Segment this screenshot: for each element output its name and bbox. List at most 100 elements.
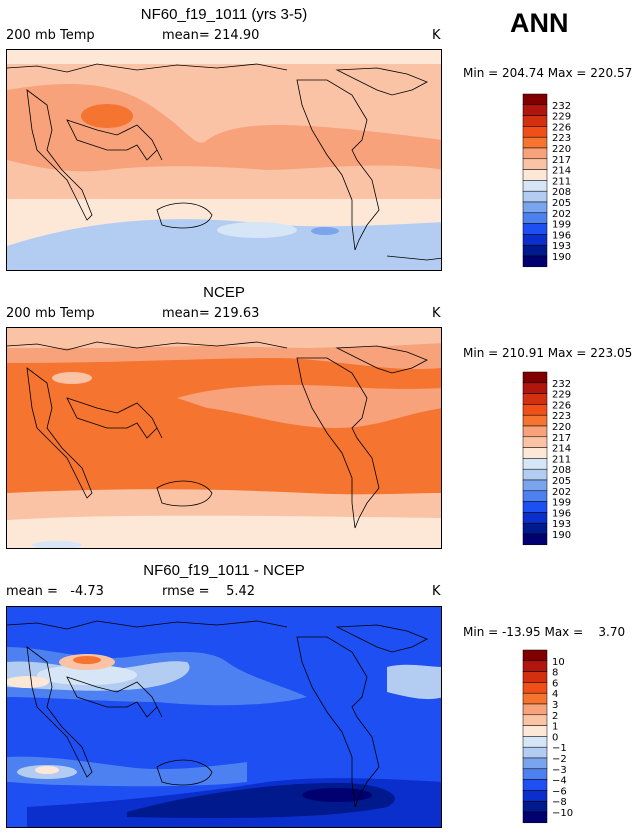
panel2-units: K — [432, 306, 441, 321]
colorbar-box — [522, 725, 548, 737]
colorbar-box — [522, 458, 548, 470]
colorbar-tick-label: 217 — [552, 433, 571, 444]
colorbar-tick-label: 232 — [552, 379, 571, 390]
map2-pale-patch — [52, 372, 92, 384]
colorbar-tick-label: 208 — [552, 465, 571, 476]
panel2-title: NCEP — [203, 284, 245, 301]
colorbar-tick-label: 0 — [552, 732, 558, 743]
colorbar-tick-label: 220 — [552, 422, 571, 433]
colorbar-tick-label: 232 — [552, 101, 571, 112]
colorbar-tick-label: 211 — [552, 454, 571, 465]
colorbar-box — [522, 404, 548, 416]
colorbar-box — [522, 234, 548, 246]
map3-hot-spot — [73, 656, 101, 664]
colorbar-box — [522, 768, 548, 780]
colorbar-box — [522, 93, 548, 106]
colorbar-tick-label: −2 — [552, 754, 567, 765]
map2-band-arctic — [7, 328, 441, 348]
colorbar-tick-label: 205 — [552, 198, 571, 209]
colorbar-tick-label: 10 — [552, 657, 565, 668]
map3-south-warm — [35, 766, 59, 774]
panel2-mean: mean= 219.63 — [162, 306, 260, 321]
colorbar-box — [522, 447, 548, 459]
colorbar-box — [522, 501, 548, 513]
map2-cool-spot — [32, 541, 82, 548]
colorbar-tick-label: 3 — [552, 700, 558, 711]
colorbar-box — [522, 436, 548, 448]
colorbar-tick-label: 199 — [552, 220, 571, 231]
panel1-mean: mean= 214.90 — [162, 28, 260, 43]
map3-band-s — [7, 756, 247, 787]
colorbar-tick-label: 4 — [552, 689, 558, 700]
colorbar-box — [522, 649, 548, 662]
colorbar-box — [522, 811, 548, 824]
colorbar-tick-label: 202 — [552, 487, 571, 498]
colorbar-tick-label: −8 — [552, 797, 567, 808]
panel2-minmax: Min = 210.91 Max = 223.05 — [463, 346, 633, 360]
colorbar-box — [522, 425, 548, 438]
panel1-colorbar: 232 229 226 223 220 217 214 211 208 205 202 199 196 1… — [522, 93, 593, 270]
panel1-title: NF60_f19_1011 (yrs 3-5) — [140, 6, 308, 23]
colorbar-tick-label: 205 — [552, 476, 571, 487]
colorbar-tick-label: 217 — [552, 155, 571, 166]
colorbar-box — [522, 414, 548, 427]
colorbar-box — [522, 479, 548, 492]
colorbar-tick-label: 1 — [552, 722, 558, 733]
colorbar-box — [522, 703, 548, 716]
colorbar-box — [522, 201, 548, 214]
colorbar-box — [522, 790, 548, 802]
colorbar-box — [522, 533, 548, 546]
map2-band-pacific — [177, 385, 441, 428]
colorbar-tick-label: −6 — [552, 786, 567, 797]
colorbar-box — [522, 382, 548, 394]
colorbar-tick-label: 208 — [552, 187, 571, 198]
colorbar-box — [522, 393, 548, 405]
map3-band-n3 — [37, 665, 137, 685]
colorbar-tick-label: 223 — [552, 411, 571, 422]
colorbar-box — [522, 147, 548, 160]
season-label: ANN — [510, 8, 569, 38]
map3-west-patch — [7, 676, 49, 688]
colorbar-box — [522, 682, 548, 694]
colorbar-box — [522, 136, 548, 149]
panel3-colorbar: 10 8 6 4 3 2 1 0 −1 −2 −3 −4 −6 −8 −10 — [522, 649, 593, 826]
colorbar-tick-label: 202 — [552, 209, 571, 220]
colorbar-tick-label: 196 — [552, 508, 571, 519]
map1-cold-spot — [311, 227, 339, 235]
panel3-minmax: Min = -13.95 Max = 3.70 — [463, 625, 626, 639]
panel2-colorbar: 232 229 226 223 220 217 214 211 208 205 202 199 196 1… — [522, 371, 593, 548]
map1-band-cooler — [7, 240, 441, 270]
colorbar-tick-label: 223 — [552, 133, 571, 144]
colorbar-box — [522, 126, 548, 138]
panel1-colorbar-svg: 2322292262232202172142112082052021991961… — [522, 93, 571, 268]
panel1-left-label: 200 mb Temp — [6, 28, 95, 43]
colorbar-box — [522, 714, 548, 726]
panel3-units: K — [432, 584, 441, 599]
panel2-left-label: 200 mb Temp — [6, 306, 95, 321]
colorbar-tick-label: 193 — [552, 519, 571, 530]
panel2-map — [6, 327, 442, 549]
map3-east-patch — [387, 664, 441, 700]
colorbar-box — [522, 512, 548, 524]
colorbar-box — [522, 468, 548, 481]
colorbar-box — [522, 104, 548, 116]
colorbar-box — [522, 692, 548, 705]
panel1-map — [6, 49, 442, 271]
colorbar-tick-label: 8 — [552, 668, 558, 679]
map1-coastlines — [7, 63, 441, 261]
colorbar-tick-label: 193 — [552, 241, 571, 252]
colorbar-tick-label: 229 — [552, 390, 571, 401]
colorbar-tick-label: −10 — [552, 808, 573, 819]
colorbar-tick-label: 226 — [552, 122, 571, 133]
colorbar-box — [522, 736, 548, 748]
panel1-units: K — [432, 28, 441, 43]
colorbar-tick-label: 226 — [552, 400, 571, 411]
panel3-title: NF60_f19_1011 - NCEP — [143, 562, 305, 579]
colorbar-box — [522, 212, 548, 224]
panel3-rmse: rmse = 5.42 — [162, 584, 256, 599]
colorbar-box — [522, 522, 548, 535]
map2-coastlines — [7, 341, 428, 529]
colorbar-box — [522, 158, 548, 170]
colorbar-box — [522, 244, 548, 257]
